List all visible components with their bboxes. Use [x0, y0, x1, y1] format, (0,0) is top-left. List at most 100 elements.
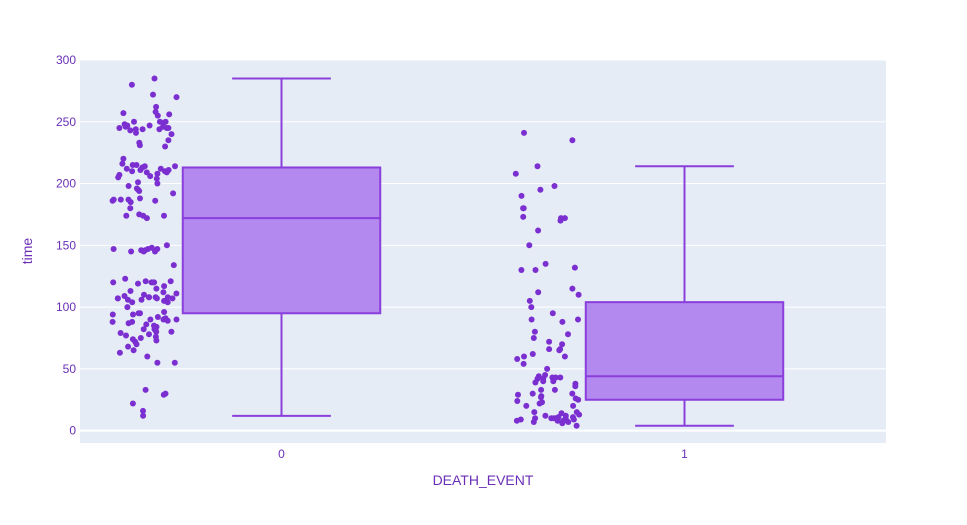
data-point	[520, 205, 527, 212]
box-1	[584, 165, 785, 427]
data-point	[140, 407, 146, 414]
data-point	[154, 170, 161, 177]
data-point	[515, 391, 521, 398]
data-point	[165, 137, 172, 144]
x-tick-label: 1	[681, 447, 688, 461]
data-point	[528, 304, 535, 311]
data-point	[138, 296, 145, 303]
data-point	[136, 142, 143, 149]
data-point	[122, 275, 129, 282]
data-point	[133, 162, 140, 168]
y-tick-label: 300	[56, 53, 76, 67]
data-point	[116, 125, 123, 131]
x-tick-label: 0	[278, 447, 285, 461]
data-point	[153, 175, 160, 182]
data-point	[139, 126, 146, 133]
data-point	[151, 279, 158, 286]
data-point	[122, 123, 129, 130]
data-point	[109, 197, 116, 204]
data-point	[123, 212, 130, 219]
data-point	[573, 422, 580, 429]
data-point	[140, 412, 147, 419]
data-point	[160, 289, 167, 296]
y-tick-label: 150	[56, 238, 76, 252]
data-point	[164, 294, 171, 301]
data-point	[131, 118, 137, 125]
data-point	[140, 326, 147, 333]
data-point	[536, 400, 543, 407]
data-point	[170, 190, 177, 197]
data-point	[151, 75, 158, 82]
data-point	[520, 213, 527, 220]
data-point	[565, 331, 571, 338]
data-point	[523, 402, 530, 409]
iqr-box	[181, 166, 382, 315]
data-point	[125, 343, 132, 350]
data-point	[535, 227, 542, 234]
data-point	[532, 267, 539, 273]
data-point	[129, 299, 136, 306]
data-point	[127, 288, 134, 294]
y-tick-labels: 0 50 100 150 200 250 300	[56, 53, 76, 438]
data-point	[535, 289, 542, 296]
data-point	[127, 205, 134, 212]
x-axis-title: DEATH_EVENT	[433, 472, 534, 488]
data-point	[116, 349, 123, 356]
data-point	[531, 328, 538, 335]
data-point	[542, 260, 549, 267]
data-point	[161, 212, 167, 219]
data-point	[120, 155, 127, 162]
y-tick-label: 250	[56, 115, 76, 129]
data-point	[559, 420, 566, 427]
data-point	[546, 338, 553, 345]
box-layer	[181, 77, 785, 427]
data-point	[538, 394, 544, 401]
data-point	[540, 378, 547, 385]
data-point	[561, 353, 568, 360]
data-point	[152, 197, 159, 204]
data-point	[569, 285, 576, 292]
data-point	[528, 316, 535, 323]
data-point	[147, 173, 154, 180]
data-point	[549, 310, 556, 317]
data-point	[125, 320, 132, 327]
data-point	[557, 217, 564, 224]
data-point	[125, 183, 132, 189]
data-point	[136, 188, 143, 194]
data-point	[124, 304, 131, 311]
data-point	[154, 112, 161, 119]
data-point	[117, 196, 124, 203]
data-point	[154, 180, 161, 187]
data-point	[171, 359, 178, 366]
data-point	[514, 356, 521, 362]
data-point	[550, 378, 557, 385]
data-point	[133, 341, 140, 348]
data-point	[154, 359, 161, 366]
data-point	[512, 170, 519, 177]
data-point	[141, 291, 147, 298]
data-point	[551, 386, 558, 393]
data-point	[570, 402, 577, 409]
data-point	[156, 126, 163, 133]
data-point	[531, 409, 538, 416]
jitter-points	[109, 75, 583, 429]
data-point	[548, 415, 555, 422]
data-point	[130, 347, 137, 354]
y-tick-label: 100	[56, 300, 76, 314]
data-point	[153, 103, 160, 110]
data-point	[143, 321, 150, 328]
data-point	[152, 248, 158, 255]
data-point	[110, 279, 117, 286]
data-point	[163, 125, 170, 131]
data-point	[142, 278, 149, 285]
y-tick-label: 200	[56, 177, 76, 191]
data-point	[127, 199, 134, 206]
data-point	[559, 318, 566, 325]
data-point	[153, 295, 160, 302]
data-point	[526, 297, 533, 304]
data-point	[565, 419, 572, 425]
data-point	[123, 165, 130, 172]
box-0	[181, 77, 382, 417]
data-point	[167, 278, 174, 285]
